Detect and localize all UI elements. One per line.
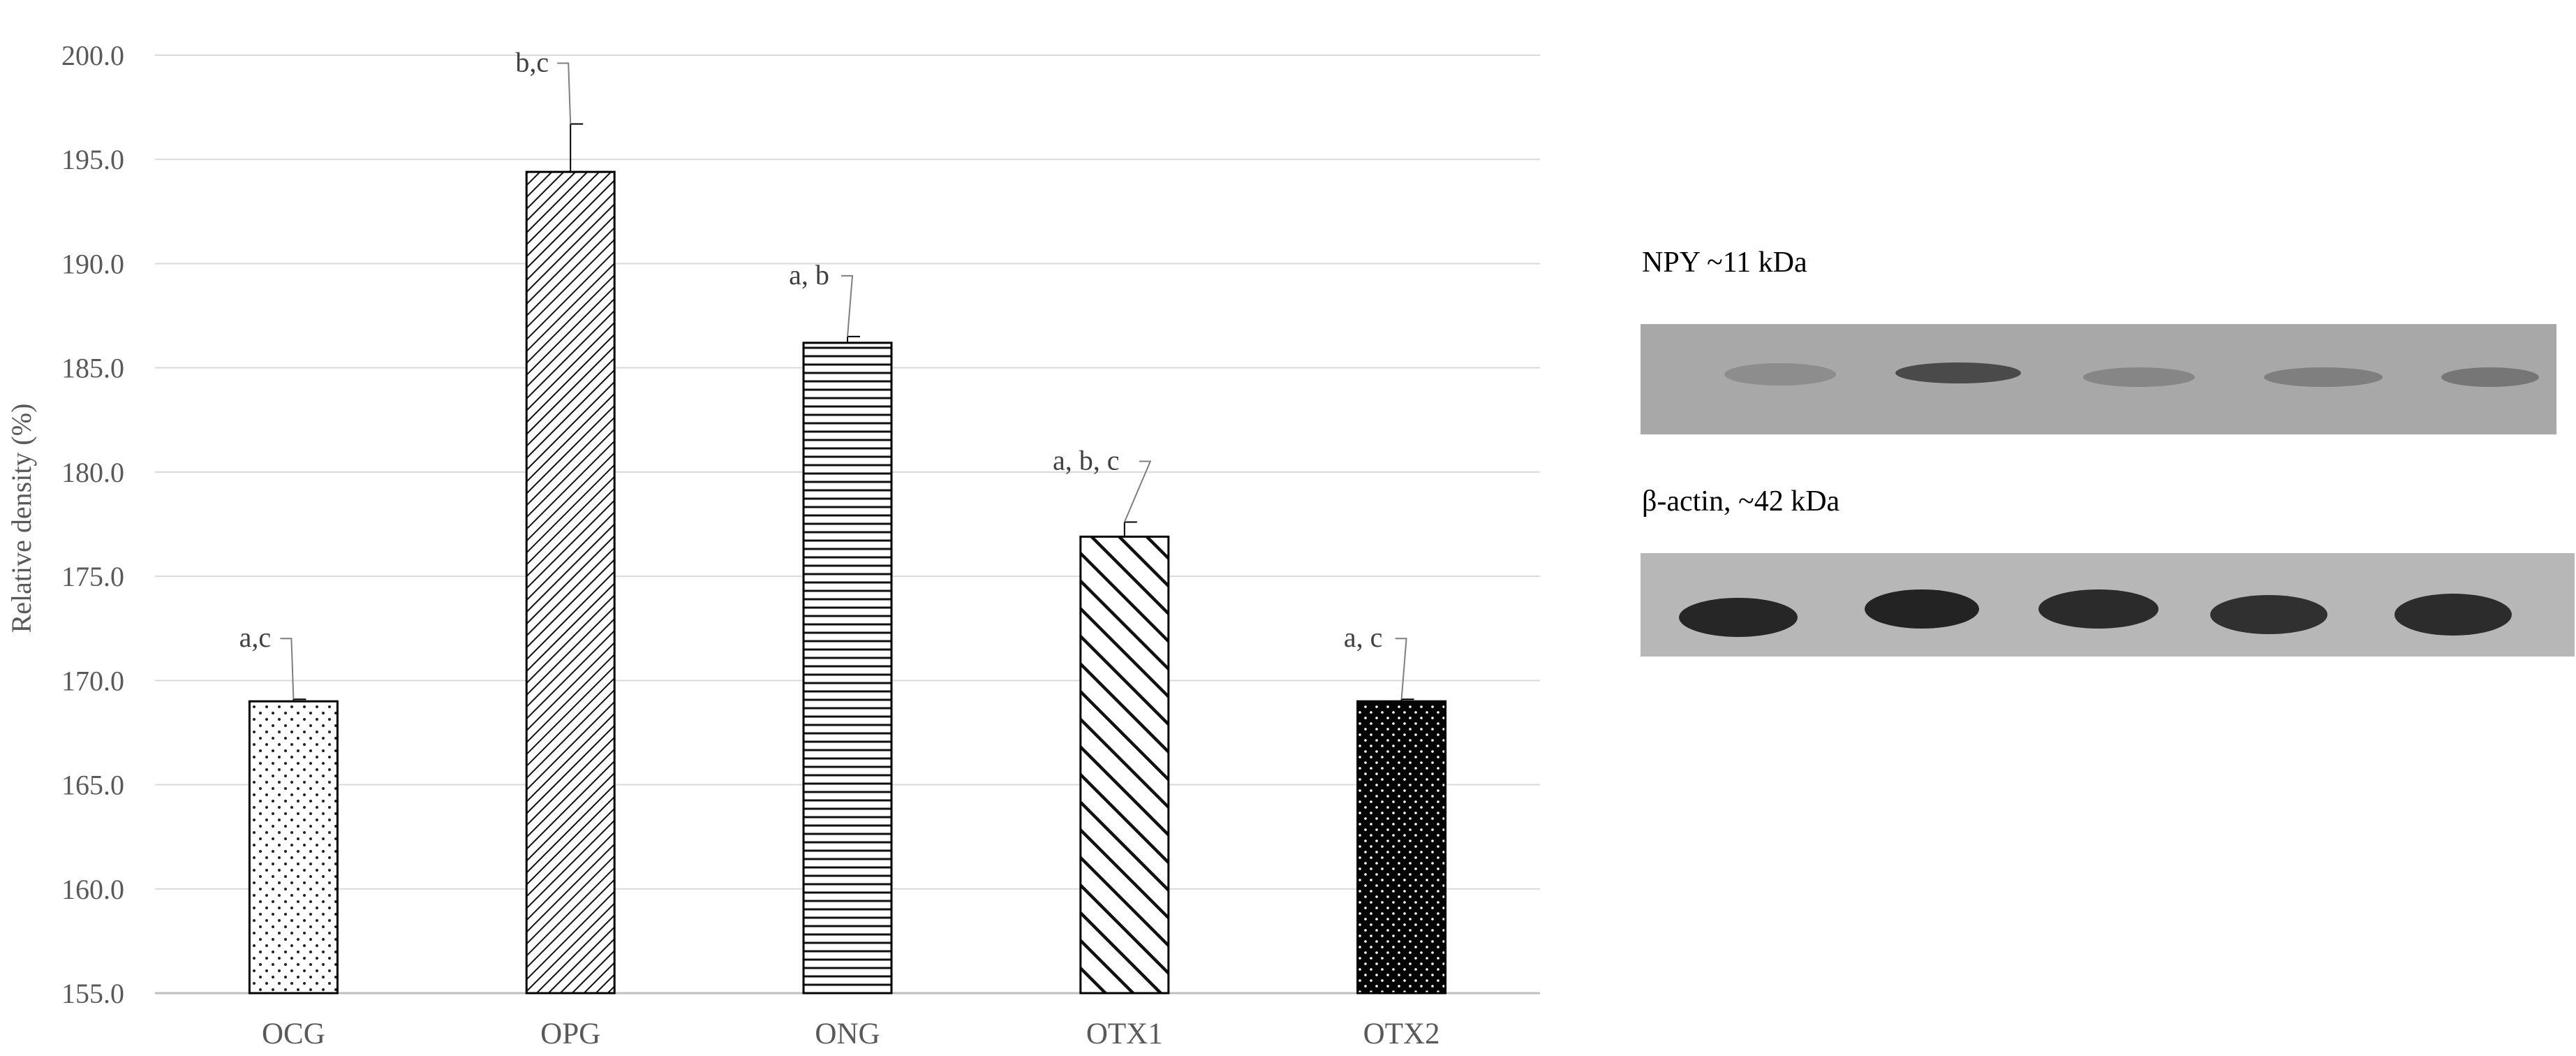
bar-otx2 [1356,700,1447,995]
actin-band [2210,595,2327,634]
npy-blot-image [1641,324,2556,434]
y-tick-label: 190.0 [61,248,124,279]
y-tick-label: 180.0 [61,457,124,488]
x-axis-labels: OCG OPG ONG OTX1 OTX2 [262,1018,1440,1050]
actin-blot-image [1641,553,2575,657]
npy-label: NPY ~11 kDa [1642,247,1807,279]
significance-label: a, b, c [1053,445,1120,476]
significance-label: a,c [239,622,272,653]
significance-label: a, c [1344,622,1383,653]
y-tick-label: 170.0 [61,665,124,696]
x-tick-label: OTX2 [1363,1018,1440,1050]
y-axis-label: Relative density (%) [6,404,37,633]
x-tick-label: OTX1 [1086,1018,1163,1050]
bar-ocg [248,700,339,995]
significance-label: b,c [515,46,549,78]
y-tick-label: 195.0 [61,144,124,175]
actin-band [2038,589,2159,629]
npy-band [1895,362,2021,383]
actin-label: β-actin, ~42 kDa [1642,485,1840,518]
y-axis-ticks: 155.0 160.0 165.0 170.0 175.0 180.0 185.0 190.0… [61,40,124,1009]
bar-chart: 155.0 160.0 165.0 170.0 175.0 180.0 185.0 190.0… [6,40,1540,1050]
bars [248,170,1447,995]
significance-label: a, b [789,259,829,291]
y-tick-label: 185.0 [61,353,124,384]
npy-band [2264,367,2383,387]
y-tick-label: 175.0 [61,561,124,592]
bar-opg [525,170,616,995]
x-tick-label: OPG [540,1018,600,1050]
bar-ong [802,342,893,995]
significance-leader [557,62,572,124]
y-tick-label: 160.0 [61,874,124,905]
actin-band [1865,589,1979,629]
bar-otx1 [1079,535,1170,995]
error-bars [293,123,1414,702]
actin-band [2394,594,2512,636]
npy-band [2083,367,2195,387]
significance-leader [1123,460,1152,522]
significance-leader [1395,638,1407,700]
y-tick-label: 200.0 [61,40,124,71]
y-tick-label: 155.0 [61,978,124,1009]
x-tick-label: ONG [815,1018,880,1050]
actin-band [1679,598,1798,637]
significance-leader [841,274,854,337]
npy-band [2441,367,2539,387]
significance-leader [280,638,295,700]
significance-labels: a,c b,c a, b a, b, c a, c [239,46,1407,700]
y-tick-label: 165.0 [61,770,124,801]
npy-band [1724,363,1836,386]
x-tick-label: OCG [262,1018,325,1050]
